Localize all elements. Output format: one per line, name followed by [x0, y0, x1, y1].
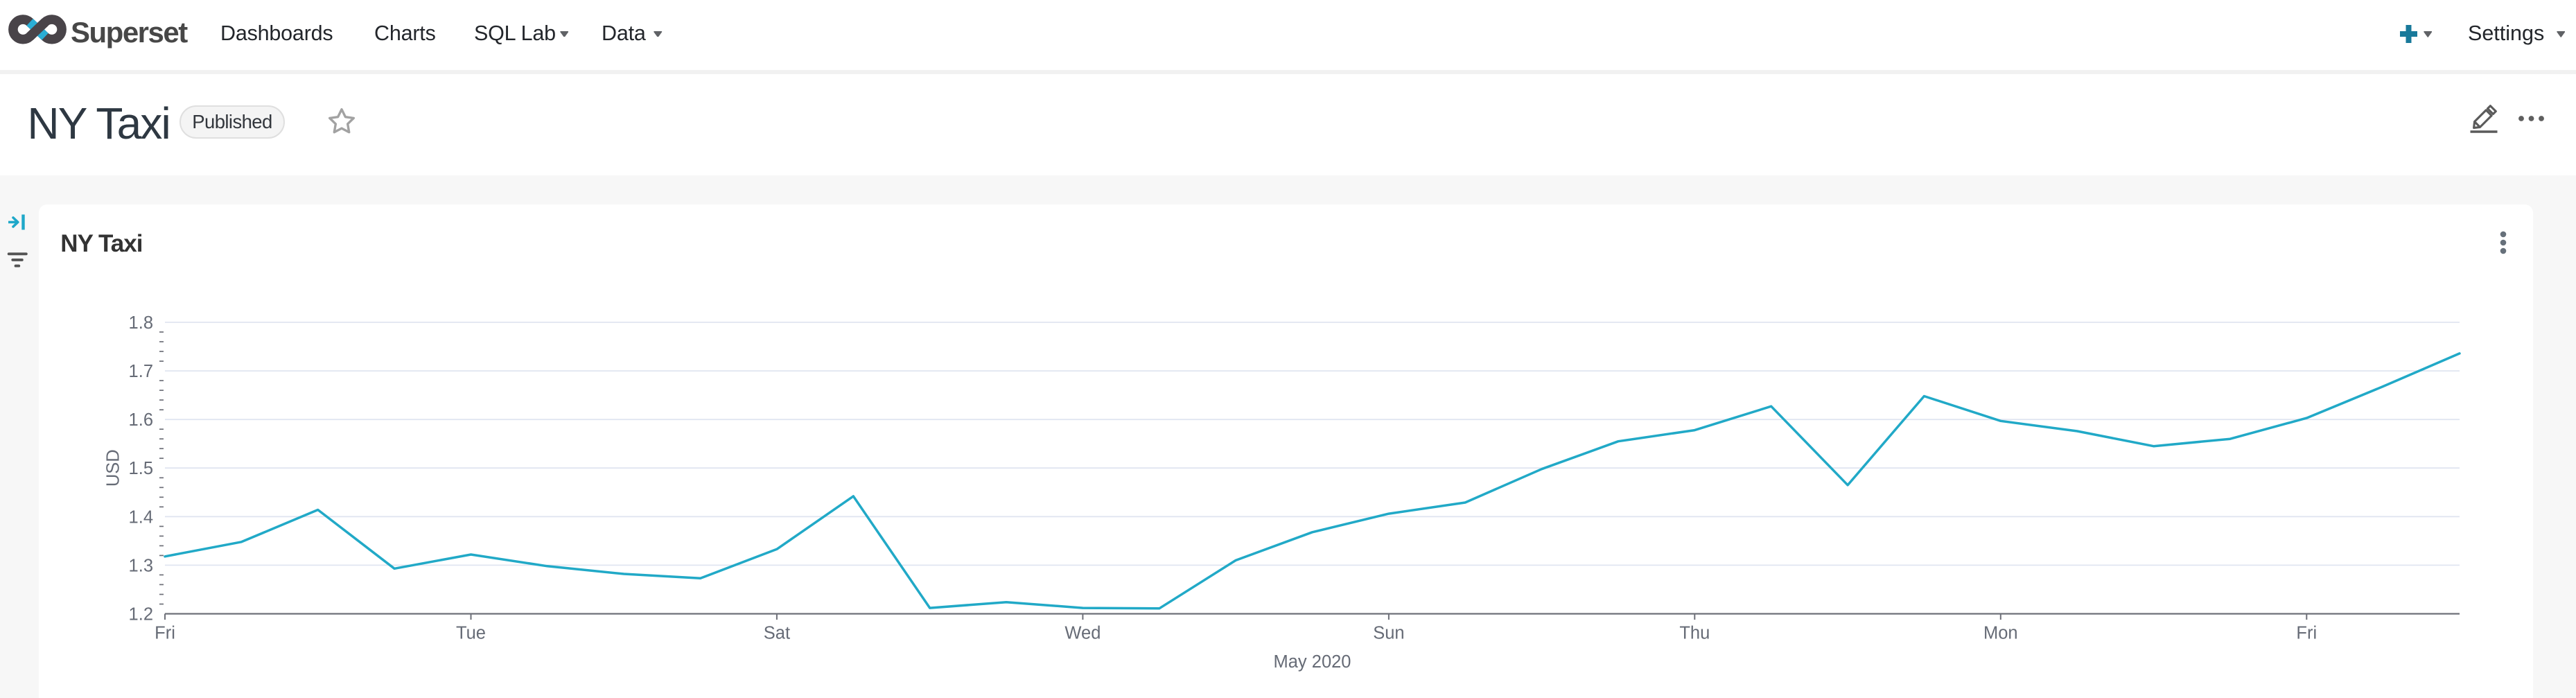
svg-text:May 2020: May 2020: [1274, 652, 1351, 672]
svg-text:USD: USD: [104, 449, 123, 487]
svg-text:Mon: Mon: [1983, 624, 2018, 643]
svg-text:Sat: Sat: [764, 624, 790, 643]
svg-text:1.6: 1.6: [129, 410, 153, 430]
svg-text:1.8: 1.8: [129, 313, 153, 333]
svg-text:1.3: 1.3: [129, 556, 153, 575]
svg-text:Thu: Thu: [1679, 624, 1710, 643]
svg-text:1.4: 1.4: [129, 507, 153, 527]
svg-text:1.7: 1.7: [129, 362, 153, 381]
svg-text:Fri: Fri: [2296, 624, 2317, 643]
svg-text:1.5: 1.5: [129, 459, 153, 478]
svg-text:Wed: Wed: [1064, 624, 1101, 643]
svg-text:Fri: Fri: [155, 624, 175, 643]
svg-text:Sun: Sun: [1373, 624, 1404, 643]
svg-text:Tue: Tue: [456, 624, 486, 643]
svg-text:1.2: 1.2: [129, 605, 153, 625]
